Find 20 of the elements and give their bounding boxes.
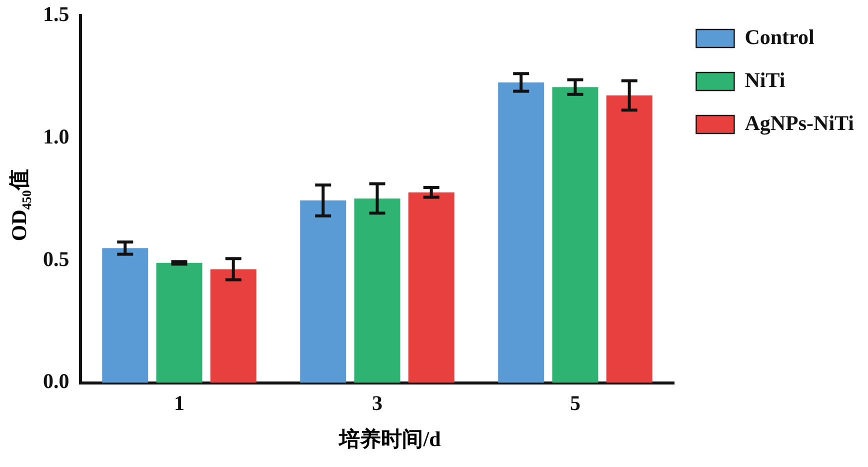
y-tick-label: 1.0 [43,124,70,148]
bar [156,262,202,383]
x-tick-label: 1 [174,390,184,415]
bar [408,192,454,383]
legend-label: Control [744,24,814,49]
bar [498,82,544,383]
x-tick-label: 5 [570,390,580,415]
bar [552,87,598,383]
legend-label: AgNPs-NiTi [744,110,854,135]
legend-label: NiTi [744,68,786,92]
y-tick-label: 0.5 [43,246,70,271]
x-axis-title: 培养时间/d [337,426,442,453]
bar [210,269,256,383]
y-tick-label: 1.5 [43,2,70,26]
bar [300,200,346,383]
bar [102,248,148,383]
y-tick-label: 0.0 [43,369,70,394]
bar [354,198,400,383]
x-tick-label: 3 [372,390,382,415]
bar [606,95,652,383]
